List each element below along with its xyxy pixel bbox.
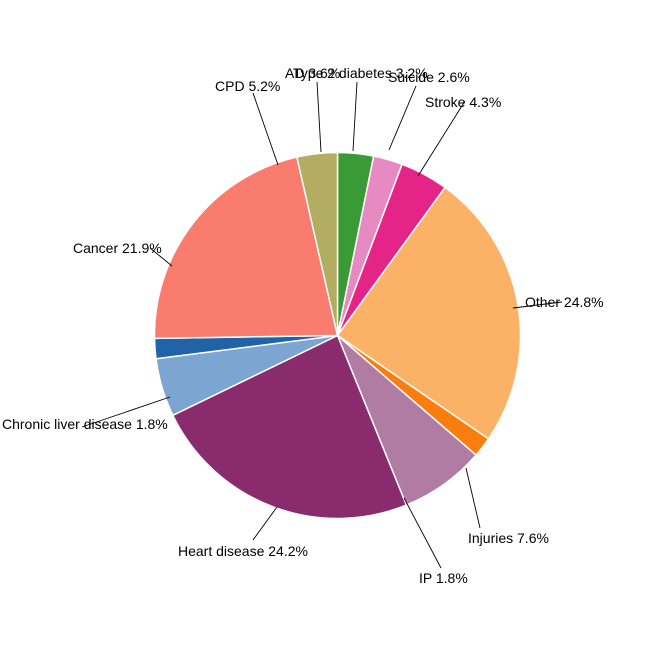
pie-slice-other [336,186,522,440]
leader-line-heart-disease [252,506,278,541]
pie-label-injuries: Injuries 7.6% [468,530,549,546]
pie-label-other: Other 24.8% [525,294,604,310]
leader-line-ad [316,81,322,153]
leader-line-other [512,301,563,309]
pie-slice-ad [296,151,339,337]
leader-line-stroke [417,100,466,177]
pie-label-suicide: Suicide 2.6% [388,69,470,85]
leader-line-type-2-diabetes [352,81,358,152]
leader-line-suicide [388,85,417,151]
pie-label-cancer: Cancer 21.9% [73,240,162,256]
pie-label-chronic-liver-disease: Chronic liver disease 1.8% [2,416,168,432]
leader-line-injuries [465,467,481,529]
leader-line-chronic-liver-disease [81,396,171,428]
pie-label-heart-disease: Heart disease 24.2% [178,543,308,559]
pie-label-type-2-diabetes: Type 2 diabetes 3.2% [293,65,428,81]
pie-label-ad: AD 3.6% [285,65,340,81]
leader-line-cpd [252,92,279,166]
leader-line-ip [403,497,442,569]
pie-slice-heart-disease [172,334,408,520]
leader-line-cancer [149,247,173,267]
pie-label-cpd: CPD 5.2% [215,78,280,94]
pie-slice-cancer [153,156,339,340]
pie-label-ip: IP 1.8% [419,570,468,586]
pie-label-stroke: Stroke 4.3% [425,94,501,110]
